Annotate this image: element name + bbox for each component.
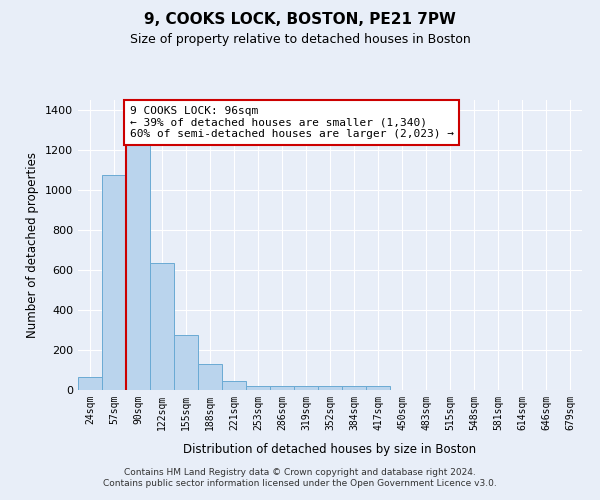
Bar bbox=[126, 128, 150, 390]
Bar bbox=[366, 386, 390, 390]
Bar bbox=[222, 381, 246, 390]
Bar bbox=[78, 377, 102, 390]
Bar bbox=[342, 386, 366, 390]
Text: Size of property relative to detached houses in Boston: Size of property relative to detached ho… bbox=[130, 32, 470, 46]
Text: Contains HM Land Registry data © Crown copyright and database right 2024.
Contai: Contains HM Land Registry data © Crown c… bbox=[103, 468, 497, 487]
Text: 9, COOKS LOCK, BOSTON, PE21 7PW: 9, COOKS LOCK, BOSTON, PE21 7PW bbox=[144, 12, 456, 28]
Bar bbox=[102, 175, 126, 390]
Bar bbox=[270, 386, 294, 390]
Bar bbox=[198, 364, 222, 390]
Bar bbox=[294, 386, 318, 390]
Text: 9 COOKS LOCK: 96sqm
← 39% of detached houses are smaller (1,340)
60% of semi-det: 9 COOKS LOCK: 96sqm ← 39% of detached ho… bbox=[130, 106, 454, 139]
Y-axis label: Number of detached properties: Number of detached properties bbox=[26, 152, 40, 338]
Bar bbox=[150, 263, 174, 390]
Bar bbox=[318, 386, 342, 390]
Bar bbox=[246, 386, 270, 390]
Text: Distribution of detached houses by size in Boston: Distribution of detached houses by size … bbox=[184, 442, 476, 456]
Bar bbox=[174, 335, 198, 390]
